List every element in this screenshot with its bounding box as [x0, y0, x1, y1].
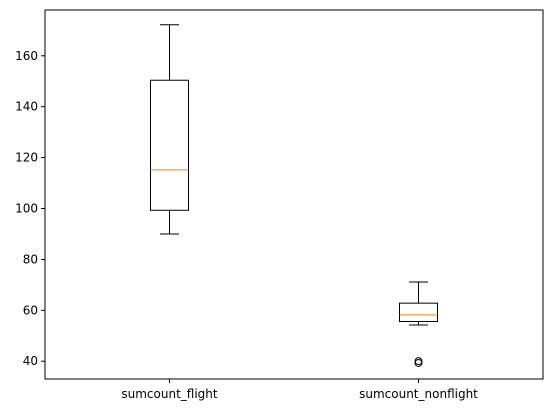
- x-axis: sumcount_flight sumcount_nonflight: [121, 379, 478, 401]
- box: [399, 302, 438, 322]
- outlier-point: [414, 357, 423, 366]
- y-tick-label: 80: [23, 252, 38, 266]
- y-tick-label: 160: [15, 49, 38, 63]
- boxes-layer: [150, 24, 438, 367]
- y-tick-label: 140: [15, 100, 38, 114]
- x-tick-label: sumcount_flight: [121, 387, 218, 401]
- plot-area: [44, 9, 544, 380]
- box-group: [399, 281, 438, 367]
- y-tick-label: 100: [15, 201, 38, 215]
- y-tick-label: 120: [15, 151, 38, 165]
- x-tick-label: sumcount_nonflight: [359, 387, 478, 401]
- y-tick-label: 60: [23, 303, 38, 317]
- y-axis: 40 60 80 100 120 140 160: [15, 49, 45, 368]
- box: [150, 79, 189, 211]
- y-tick-label: 40: [23, 354, 38, 368]
- box-group: [150, 24, 189, 235]
